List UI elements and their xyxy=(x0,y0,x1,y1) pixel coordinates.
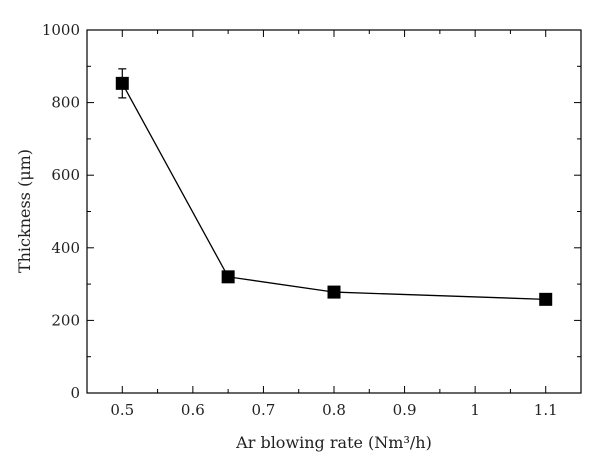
y-tick-label: 400 xyxy=(51,239,80,257)
x-tick-label: 0.5 xyxy=(110,401,134,419)
y-tick-label: 0 xyxy=(70,384,80,402)
data-point xyxy=(115,76,129,90)
y-tick-label: 600 xyxy=(51,166,80,184)
y-axis-title: Thickness (μm) xyxy=(15,149,34,273)
x-tick-label: 0.8 xyxy=(322,401,346,419)
data-point xyxy=(539,292,553,306)
x-tick-label: 1.1 xyxy=(534,401,558,419)
plot-area: 0.5 0.6 0.7 0.8 0.9 1 1.1 0 200 400 600 800 1000 xyxy=(42,21,582,419)
y-tick-label: 800 xyxy=(51,94,80,112)
x-tick-label: 1 xyxy=(470,401,480,419)
data-point xyxy=(221,270,235,284)
x-tick-label: 0.9 xyxy=(393,401,417,419)
series-line xyxy=(121,83,546,300)
x-tick-label: 0.6 xyxy=(181,401,205,419)
y-tick-label: 1000 xyxy=(42,21,80,39)
y-tick-label: 200 xyxy=(51,311,80,329)
x-axis-title: Ar blowing rate (Nm³/h) xyxy=(235,433,432,452)
x-tick-label: 0.7 xyxy=(251,401,275,419)
data-point xyxy=(327,285,341,299)
plot-frame xyxy=(86,29,582,394)
